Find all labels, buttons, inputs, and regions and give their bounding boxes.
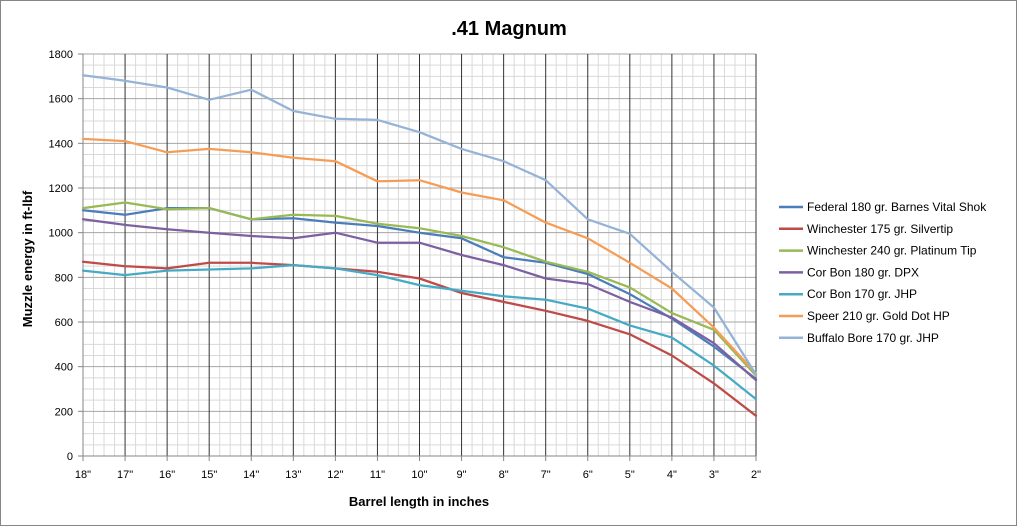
plot-area: 0 200 400 600 800 1000 1200 1400 1600 1800 18" 17" 1… [49, 49, 762, 481]
x-tick-label: 14" [243, 469, 259, 481]
y-tick-label: 0 [67, 451, 73, 463]
y-tick-label: 200 [55, 406, 73, 418]
y-axis-title: Muzzle energy in ft-lbf [20, 190, 35, 327]
y-tick-label: 400 [55, 362, 73, 374]
series-line-5 [81, 263, 758, 401]
series-line-4 [81, 218, 758, 382]
x-tick-label: 12" [327, 469, 343, 481]
legend-label: Buffalo Bore 170 gr. JHP [807, 331, 939, 345]
legend-label: Winchester 175 gr. Silvertip [807, 222, 953, 236]
x-tick-label: 4" [667, 469, 677, 481]
legend-label: Speer 210 gr. Gold Dot HP [807, 309, 950, 323]
y-tick-label: 1600 [49, 94, 73, 106]
y-tick-label: 1400 [49, 138, 73, 150]
x-axis-title: Barrel length in inches [349, 494, 489, 509]
x-tick-label: 17" [117, 469, 133, 481]
x-tick-label: 9" [457, 469, 467, 481]
series-line-2 [81, 260, 758, 417]
x-tick-label: 15" [201, 469, 217, 481]
y-tick-label: 1800 [49, 49, 73, 61]
x-tick-label: 13" [285, 469, 301, 481]
x-tick-label: 2" [751, 469, 761, 481]
y-tick-label: 1000 [49, 228, 73, 240]
x-tick-label: 11" [370, 469, 385, 481]
chart-title: .41 Magnum [451, 18, 567, 40]
x-tick-label: 6" [583, 469, 593, 481]
x-tick-label: 7" [541, 469, 551, 481]
y-tick-label: 800 [55, 272, 73, 284]
legend-label: Federal 180 gr. Barnes Vital Shok [807, 200, 987, 214]
x-tick-label: 5" [625, 469, 635, 481]
legend-label: Cor Bon 180 gr. DPX [807, 265, 919, 279]
series-line-6 [81, 137, 758, 375]
series-line-7 [81, 74, 758, 376]
legend: Federal 180 gr. Barnes Vital Shok Winches… [779, 200, 987, 345]
y-tick-label: 1200 [49, 183, 73, 195]
x-tick-label: 10" [411, 469, 427, 481]
series-line-3 [81, 201, 758, 377]
x-tick-label: 18" [75, 469, 91, 481]
y-tick-label: 600 [55, 317, 73, 329]
x-tick-label: 16" [159, 469, 175, 481]
legend-label: Cor Bon 170 gr. JHP [807, 287, 917, 301]
x-tick-label: 8" [499, 469, 509, 481]
x-tick-label: 3" [709, 469, 719, 481]
legend-label: Winchester 240 gr. Platinum Tip [807, 244, 977, 258]
